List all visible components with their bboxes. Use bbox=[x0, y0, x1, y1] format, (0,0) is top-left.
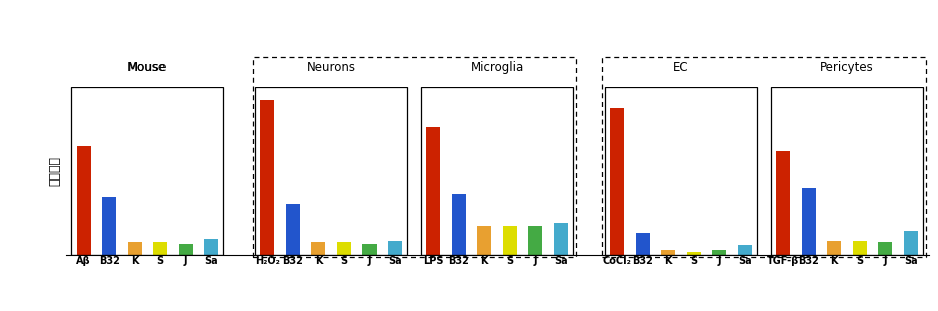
Bar bbox=[827, 241, 841, 255]
Bar bbox=[261, 100, 275, 255]
Bar bbox=[610, 108, 624, 255]
Bar bbox=[477, 226, 492, 255]
Bar bbox=[178, 244, 192, 255]
Bar bbox=[388, 241, 402, 255]
Bar bbox=[311, 242, 325, 255]
Bar bbox=[503, 226, 517, 255]
Bar bbox=[426, 127, 440, 255]
Text: Mouse: Mouse bbox=[129, 61, 166, 74]
Bar bbox=[528, 226, 542, 255]
Bar bbox=[337, 242, 351, 255]
Bar bbox=[602, 57, 926, 257]
Bar bbox=[204, 239, 219, 255]
Text: EC: EC bbox=[673, 61, 688, 74]
Bar bbox=[712, 250, 726, 255]
Text: Mouse: Mouse bbox=[128, 61, 168, 74]
Text: Neurons: Neurons bbox=[307, 61, 356, 74]
Bar bbox=[878, 242, 892, 255]
Bar bbox=[452, 194, 466, 255]
Bar bbox=[661, 250, 675, 255]
Y-axis label: 유전자수: 유전자수 bbox=[49, 156, 62, 186]
Bar bbox=[554, 223, 568, 255]
Bar bbox=[738, 245, 752, 255]
Bar bbox=[605, 87, 757, 255]
Bar bbox=[687, 252, 701, 255]
Bar bbox=[776, 151, 790, 255]
Text: Microglia: Microglia bbox=[471, 61, 523, 74]
Bar bbox=[903, 231, 917, 255]
Bar bbox=[102, 197, 116, 255]
Bar bbox=[286, 204, 300, 255]
Bar bbox=[77, 146, 91, 255]
Bar bbox=[153, 242, 167, 255]
Bar bbox=[128, 242, 142, 255]
Bar bbox=[853, 241, 867, 255]
Bar bbox=[636, 233, 650, 255]
Bar bbox=[252, 57, 576, 257]
Bar bbox=[771, 87, 923, 255]
Bar bbox=[362, 244, 376, 255]
Bar bbox=[802, 188, 816, 255]
Bar bbox=[421, 87, 573, 255]
Bar bbox=[71, 87, 223, 255]
Bar bbox=[255, 87, 407, 255]
Text: Pericytes: Pericytes bbox=[820, 61, 874, 74]
